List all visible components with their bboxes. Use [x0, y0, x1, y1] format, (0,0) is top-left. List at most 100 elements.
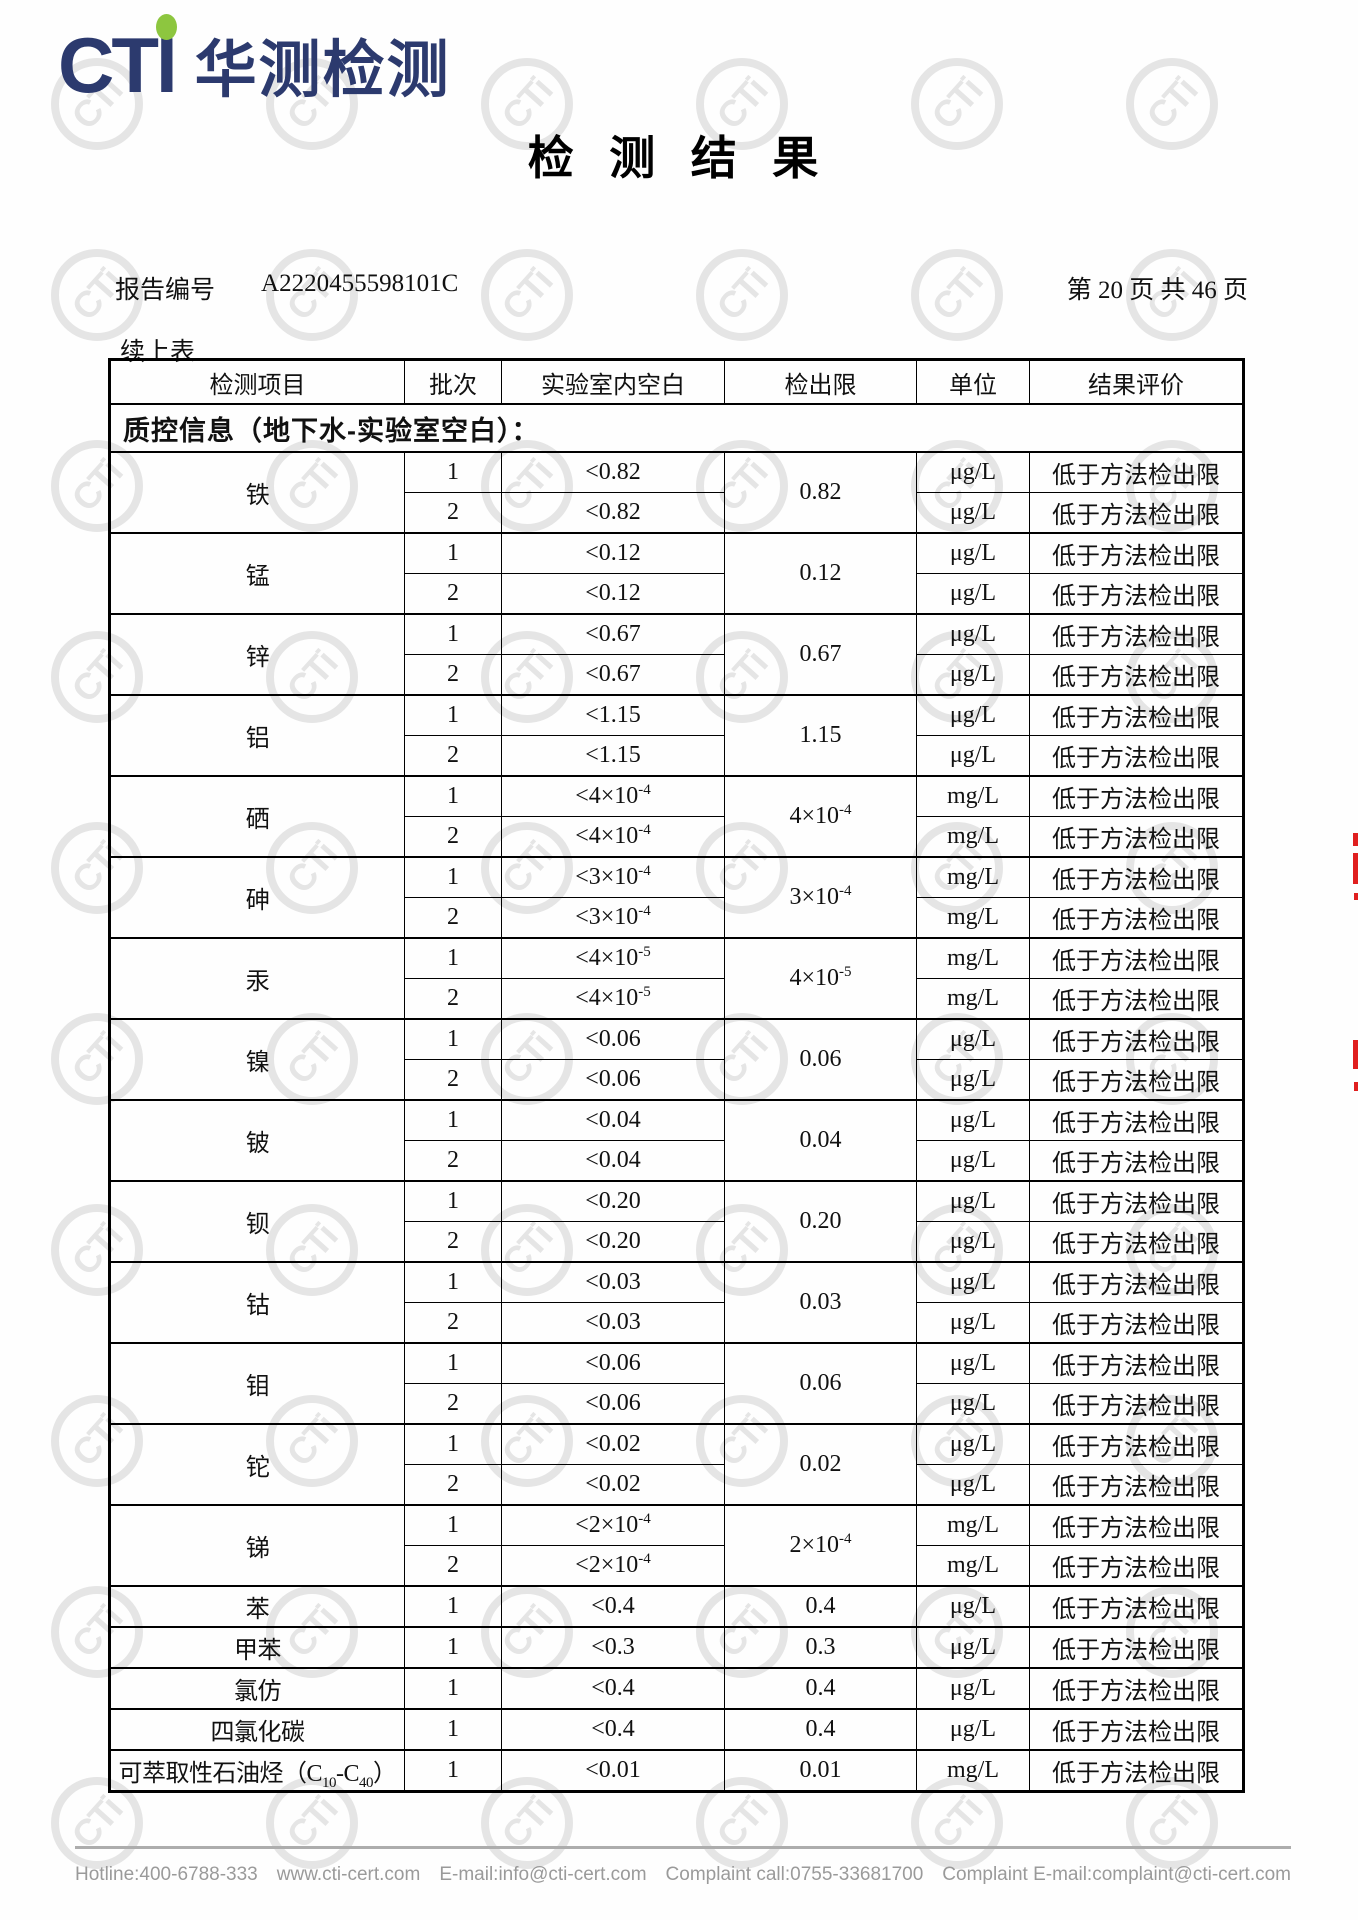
cell-batch: 1	[404, 775, 502, 817]
cti-logo-text: CTI	[58, 14, 178, 104]
cell-unit: μg/L	[916, 1018, 1030, 1060]
cell-batch: 1	[404, 1099, 502, 1141]
cell-lab-blank: <0.67	[501, 613, 725, 655]
cell-lab-blank: <3×10-4	[501, 856, 725, 898]
report-number-value: A2220455598101C	[261, 270, 459, 297]
cell-unit: μg/L	[916, 1180, 1030, 1222]
report-number-label: 报告编号	[115, 277, 216, 304]
table-row: 2 <0.03 μg/L 低于方法检出限	[110, 1302, 1244, 1344]
cell-evaluation: 低于方法检出限	[1029, 654, 1244, 696]
cell-unit: mg/L	[916, 856, 1030, 898]
cell-unit: mg/L	[916, 775, 1030, 817]
cell-item: 甲苯	[109, 1626, 405, 1669]
cell-item: 钴	[109, 1261, 405, 1344]
cell-evaluation: 低于方法检出限	[1029, 1018, 1244, 1060]
table-caption-row: 质控信息（地下水-实验室空白）：	[109, 403, 1244, 453]
cell-batch: 1	[404, 1018, 502, 1060]
cell-detection-limit: 0.01	[724, 1749, 917, 1792]
table-row: 铁 1 <0.82 0.82 μg/L 低于方法检出限	[109, 451, 1244, 534]
cell-batch: 2	[404, 1059, 502, 1101]
cell-detection-limit: 0.67	[724, 613, 917, 696]
seal-fragment	[1353, 853, 1358, 884]
cell-detection-limit: 4×10-5	[724, 937, 917, 1020]
column-header-5: 结果评价	[1029, 359, 1244, 405]
cell-item: 铝	[109, 694, 405, 777]
footer-item: Complaint E-mail:complaint@cti-cert.com	[942, 1864, 1291, 1885]
cell-lab-blank: <0.02	[501, 1464, 725, 1506]
cell-unit: mg/L	[916, 1504, 1030, 1546]
column-header-2: 实验室内空白	[501, 359, 725, 405]
cell-unit: μg/L	[916, 1667, 1030, 1710]
cell-lab-blank: <4×10-4	[501, 816, 725, 858]
cell-unit: μg/L	[916, 1342, 1030, 1384]
cell-batch: 1	[404, 1667, 502, 1710]
cell-unit: μg/L	[916, 654, 1030, 696]
cell-batch: 2	[404, 897, 502, 939]
cell-batch: 1	[404, 451, 502, 493]
cell-lab-blank: <0.4	[501, 1667, 725, 1710]
logo-green-dot-icon	[155, 14, 177, 40]
qc-table: 质控信息（地下水-实验室空白）： 检测项目 批次 实验室内空白 检出限 单位 结果评价 铁…	[108, 358, 1245, 1793]
cell-batch: 2	[404, 816, 502, 858]
cell-lab-blank: <1.15	[501, 694, 725, 736]
cell-batch: 2	[404, 978, 502, 1020]
cell-evaluation: 低于方法检出限	[1029, 1626, 1244, 1669]
cell-detection-limit: 0.20	[724, 1180, 917, 1263]
cell-batch: 1	[404, 532, 502, 574]
report-header-row: 报告编号 A2220455598101C 第 20 页 共 46 页	[115, 270, 1248, 306]
cell-item: 镍	[109, 1018, 405, 1101]
cell-item: 汞	[109, 937, 405, 1020]
cell-lab-blank: <0.06	[501, 1383, 725, 1425]
cell-batch: 2	[404, 492, 502, 534]
cell-batch: 1	[404, 1504, 502, 1546]
cell-evaluation: 低于方法检出限	[1029, 451, 1244, 493]
footer-item: Hotline:400-6788-333	[75, 1864, 258, 1885]
page-title: 检 测 结 果	[527, 133, 831, 184]
qc-table-wrap: 质控信息（地下水-实验室空白）： 检测项目 批次 实验室内空白 检出限 单位 结果评价 铁…	[108, 358, 1245, 1793]
cell-item: 钡	[109, 1180, 405, 1263]
cell-batch: 1	[404, 937, 502, 979]
cell-unit: μg/L	[916, 492, 1030, 534]
cell-unit: μg/L	[916, 532, 1030, 574]
cell-item: 锰	[109, 532, 405, 615]
cell-detection-limit: 0.06	[724, 1342, 917, 1425]
cell-lab-blank: <0.12	[501, 532, 725, 574]
footer-item: E-mail:info@cti-cert.com	[439, 1864, 647, 1885]
table-row: 2 <4×10-4 mg/L 低于方法检出限	[110, 816, 1244, 858]
footer-item: www.cti-cert.com	[276, 1864, 421, 1885]
cell-unit: μg/L	[916, 613, 1030, 655]
cell-unit: μg/L	[916, 1423, 1030, 1465]
table-row: 镍 1 <0.06 0.06 μg/L 低于方法检出限	[109, 1018, 1244, 1101]
cell-evaluation: 低于方法检出限	[1029, 492, 1244, 534]
cell-evaluation: 低于方法检出限	[1029, 1667, 1244, 1710]
cti-logo: CTI 华测检测	[58, 14, 451, 105]
cell-unit: μg/L	[916, 1221, 1030, 1263]
table-row: 钼 1 <0.06 0.06 μg/L 低于方法检出限	[109, 1342, 1244, 1425]
cell-evaluation: 低于方法检出限	[1029, 1708, 1244, 1751]
table-row: 锑 1 <2×10-4 2×10-4 mg/L 低于方法检出限	[109, 1504, 1244, 1587]
cell-item: 锌	[109, 613, 405, 696]
cell-batch: 1	[404, 613, 502, 655]
cell-lab-blank: <0.82	[501, 492, 725, 534]
cell-batch: 1	[404, 694, 502, 736]
cell-evaluation: 低于方法检出限	[1029, 532, 1244, 574]
cell-evaluation: 低于方法检出限	[1029, 978, 1244, 1020]
cti-logo-chinese: 华测检测	[194, 35, 451, 105]
cell-lab-blank: <0.82	[501, 451, 725, 493]
cell-lab-blank: <0.4	[501, 1708, 725, 1751]
cell-detection-limit: 0.3	[724, 1626, 917, 1669]
cell-evaluation: 低于方法检出限	[1029, 694, 1244, 736]
cell-lab-blank: <2×10-4	[501, 1504, 725, 1546]
table-row: 钴 1 <0.03 0.03 μg/L 低于方法检出限	[109, 1261, 1244, 1344]
cell-detection-limit: 0.82	[724, 451, 917, 534]
cell-unit: μg/L	[916, 1585, 1030, 1628]
cell-evaluation: 低于方法检出限	[1029, 1504, 1244, 1546]
cell-item: 铁	[109, 451, 405, 534]
cell-lab-blank: <0.01	[501, 1749, 725, 1792]
table-row: 四氯化碳 1 <0.4 0.4 μg/L 低于方法检出限	[109, 1708, 1244, 1751]
cell-lab-blank: <0.04	[501, 1099, 725, 1141]
cell-batch: 1	[404, 1749, 502, 1792]
seal-fragment	[1353, 833, 1358, 846]
cell-lab-blank: <0.03	[501, 1302, 725, 1344]
seal-fragment	[1353, 1040, 1358, 1069]
